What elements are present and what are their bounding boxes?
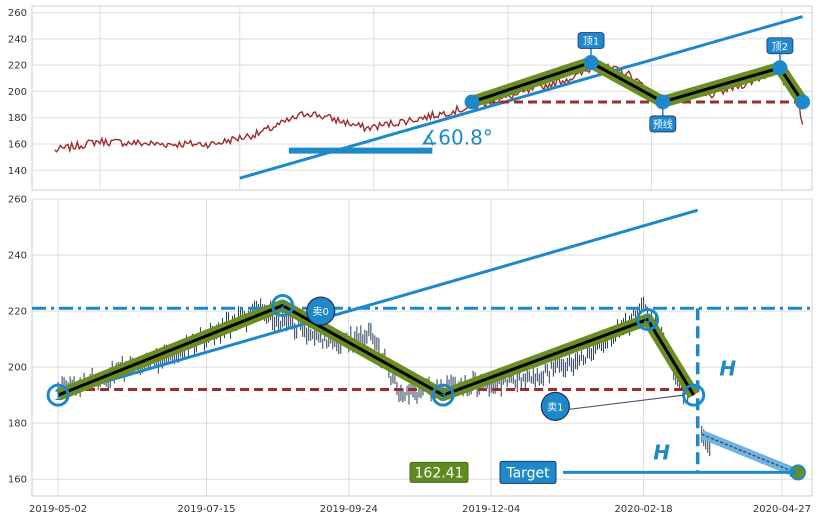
bottom-plot-frame	[31, 198, 813, 497]
annotation-box	[649, 115, 677, 133]
projection-line	[701, 433, 799, 475]
top-angle-label: ∡60.8°	[420, 126, 492, 150]
wave-point-marker	[431, 383, 455, 407]
top-y-tick-label: 160	[8, 140, 27, 151]
bottom-x-tick-label: 2019-05-02	[29, 504, 87, 515]
bottom-chart-marks: 1 2 3 4 162.41 Target H H 卖0 卖1	[32, 208, 812, 484]
bottom-x-tick-labels: 2019-05-02 2019-07-15 2019-09-24 2019-12-04…	[29, 504, 811, 515]
bottom-y-tick-label: 200	[8, 363, 27, 374]
sell-marker-circle	[306, 296, 336, 326]
target-label-box	[499, 460, 557, 484]
annotation-box	[766, 37, 794, 55]
wave-point-label: 3	[439, 389, 447, 404]
bottom-x-tick-label: 2019-12-04	[462, 504, 520, 515]
target-value-box	[409, 461, 469, 483]
annotation-label: 预线	[653, 118, 673, 131]
top-y-tick-label: 200	[8, 87, 27, 98]
top-y-tick-labels: 140 160 180 200 220 240 260	[8, 8, 27, 177]
sell-marker-circle	[540, 391, 570, 421]
annotation-box	[577, 32, 605, 49]
bottom-y-tick-label: 260	[8, 195, 27, 206]
bottom-y-tick-label: 220	[8, 307, 27, 318]
sell-marker-pointer	[569, 394, 684, 410]
top-y-tick-label: 220	[8, 61, 27, 72]
annotation-label: 顶2	[772, 41, 788, 53]
target-arrow-head	[789, 467, 798, 478]
top-pattern-point	[795, 94, 811, 110]
top-pattern-point	[464, 94, 480, 110]
wave-point-marker	[636, 307, 660, 331]
bottom-x-tick-label: 2019-07-15	[177, 504, 235, 515]
target-value-label: 162.41	[415, 465, 464, 481]
bottom-trendline	[57, 208, 699, 397]
bottom-y-tick-label: 180	[8, 419, 27, 430]
bottom-x-tick-label: 2020-02-18	[615, 504, 673, 515]
bottom-x-tick-label: 2019-09-24	[320, 504, 378, 515]
wave-point-label: 4	[643, 313, 651, 328]
bottom-y-tick-label: 160	[8, 475, 27, 486]
top-y-tick-label: 180	[8, 113, 27, 124]
sell-marker-label: 卖1	[547, 401, 563, 413]
wave-point-marker	[271, 293, 295, 317]
wave-point-label: 1	[54, 389, 62, 404]
top-chart-marks: ∡60.8° 顶1 预线 顶2	[54, 15, 811, 180]
top-y-tick-label: 240	[8, 34, 27, 45]
annotation-label: 顶1	[583, 36, 599, 48]
height-label: H	[653, 441, 670, 465]
bottom-x-tick-label: 2020-04-27	[753, 504, 811, 515]
sell-marker-label: 卖0	[313, 306, 329, 318]
top-y-tick-label: 260	[8, 8, 27, 19]
top-y-tick-label: 140	[8, 166, 27, 177]
bottom-y-tick-label: 240	[8, 251, 27, 262]
bottom-wave-line	[57, 304, 695, 397]
height-label: H	[719, 357, 736, 381]
bottom-y-tick-labels: 160 180 200 220 240 260	[8, 195, 27, 486]
top-chart-panel: 140 160 180 200 220 240 260 ∡60.8° 顶1 预线 顶2	[8, 5, 813, 191]
wave-point-marker	[46, 383, 70, 407]
target-label-text: Target	[505, 465, 550, 481]
wave-point-label: 2	[279, 299, 287, 314]
